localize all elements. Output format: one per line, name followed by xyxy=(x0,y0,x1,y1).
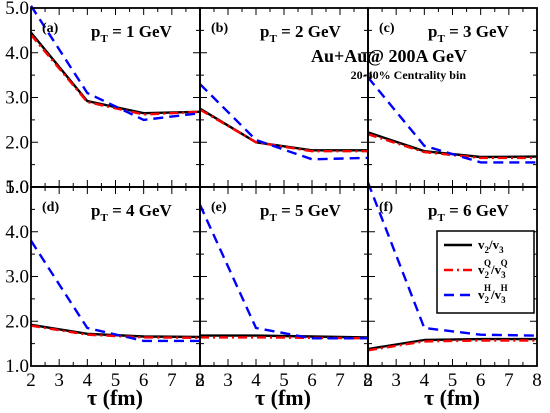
x-tick-label: 4 xyxy=(83,370,93,391)
x-tick-label: 7 xyxy=(335,370,345,391)
series-line-hadron-panel-a xyxy=(29,5,201,122)
series-line-hadron-panel-f xyxy=(366,182,538,337)
y-tick-label: 2.0 xyxy=(5,311,29,332)
pt-label: pT = 1 GeV xyxy=(91,22,173,45)
y-tick-label: 3.0 xyxy=(5,267,29,288)
pt-label: pT = 3 GeV xyxy=(428,22,510,45)
series-line-hadron-panel-c xyxy=(367,76,537,164)
x-tick-label: 8 xyxy=(363,370,373,391)
x-tick-label: 3 xyxy=(223,370,233,391)
series-line-total-panel-b xyxy=(199,107,368,152)
y-tick-label: 4.0 xyxy=(5,43,29,64)
panel-label: (e) xyxy=(211,200,227,215)
x-tick-label: 4 xyxy=(251,370,261,391)
panel-label: (f) xyxy=(379,200,393,215)
panel-label: (c) xyxy=(379,21,395,36)
series-line-hadron-panel-e xyxy=(198,204,368,340)
x-tick-label: 6 xyxy=(476,370,486,391)
pt-label: pT = 2 GeV xyxy=(260,22,342,45)
x-tick-label: 7 xyxy=(167,370,177,391)
series-layer xyxy=(29,5,538,352)
x-tick-label: 2 xyxy=(26,370,36,391)
frame-layer xyxy=(30,7,538,367)
y-tick-label: 1.0 xyxy=(5,177,29,198)
x-axis-label-col1: τ (fm) xyxy=(87,385,143,410)
legend-label-hadron: v2H/v3H xyxy=(478,283,508,305)
pt-label: pT = 5 GeV xyxy=(260,201,342,224)
legend-label-total: v2/v3 xyxy=(478,237,504,255)
x-tick-label: 5 xyxy=(111,370,121,391)
x-tick-label: 6 xyxy=(307,370,317,391)
x-tick-label: 7 xyxy=(504,370,514,391)
series-line-total-panel-f xyxy=(367,337,537,351)
legend-label-quark: v2Q/v3Q xyxy=(478,258,508,280)
series-line-hadron-panel-b xyxy=(199,83,369,161)
y-tick-label: 3.0 xyxy=(5,88,29,109)
legend: v2/v3 v2Q/v3Q v2H/v3H xyxy=(436,230,535,314)
x-tick-label: 3 xyxy=(391,370,401,391)
x-tick-label: 5 xyxy=(448,370,458,391)
series-line-hadron-panel-d xyxy=(29,240,200,343)
pt-label: pT = 4 GeV xyxy=(91,201,173,224)
x-tick-label: 5 xyxy=(279,370,289,391)
x-axis-label-col3: τ (fm) xyxy=(424,385,480,410)
y-tick-label: 1.0 xyxy=(5,356,29,377)
series-line-quark-panel-e xyxy=(200,336,369,340)
panel-label: (b) xyxy=(211,21,228,36)
series-line-quark-panel-f xyxy=(367,339,537,352)
y-tick-label: 5.0 xyxy=(5,0,29,19)
panel-label: (a) xyxy=(42,21,59,36)
x-tick-label: 8 xyxy=(195,370,205,391)
panel-frame xyxy=(367,186,538,367)
centrality-annotation: 20-40% Centrality bin xyxy=(351,68,467,82)
x-tick-label: 2 xyxy=(195,370,205,391)
y-tick-label: 5.0 xyxy=(5,177,29,198)
y-tick-label: 4.0 xyxy=(5,222,29,243)
x-axis-label-col2: τ (fm) xyxy=(255,385,311,410)
collision-annotation: Au+Au@ 200A GeV xyxy=(311,46,467,66)
label-layer: (a) pT = 1 GeV (b) pT = 2 GeV (c) pT = 3 GeV (… xyxy=(5,0,542,391)
series-line-total-panel-a xyxy=(30,31,201,115)
x-tick-label: 6 xyxy=(139,370,149,391)
x-tick-label: 4 xyxy=(420,370,430,391)
series-line-quark-panel-d xyxy=(30,324,201,339)
x-tick-label: 2 xyxy=(363,370,373,391)
pt-label: pT = 6 GeV xyxy=(428,201,510,224)
series-line-quark-panel-b xyxy=(199,108,368,153)
x-tick-label: 8 xyxy=(532,370,542,391)
y-tick-label: 2.0 xyxy=(5,132,29,153)
panel-label: (d) xyxy=(42,200,59,215)
x-tick-label: 3 xyxy=(54,370,64,391)
series-line-quark-panel-a xyxy=(30,34,201,116)
